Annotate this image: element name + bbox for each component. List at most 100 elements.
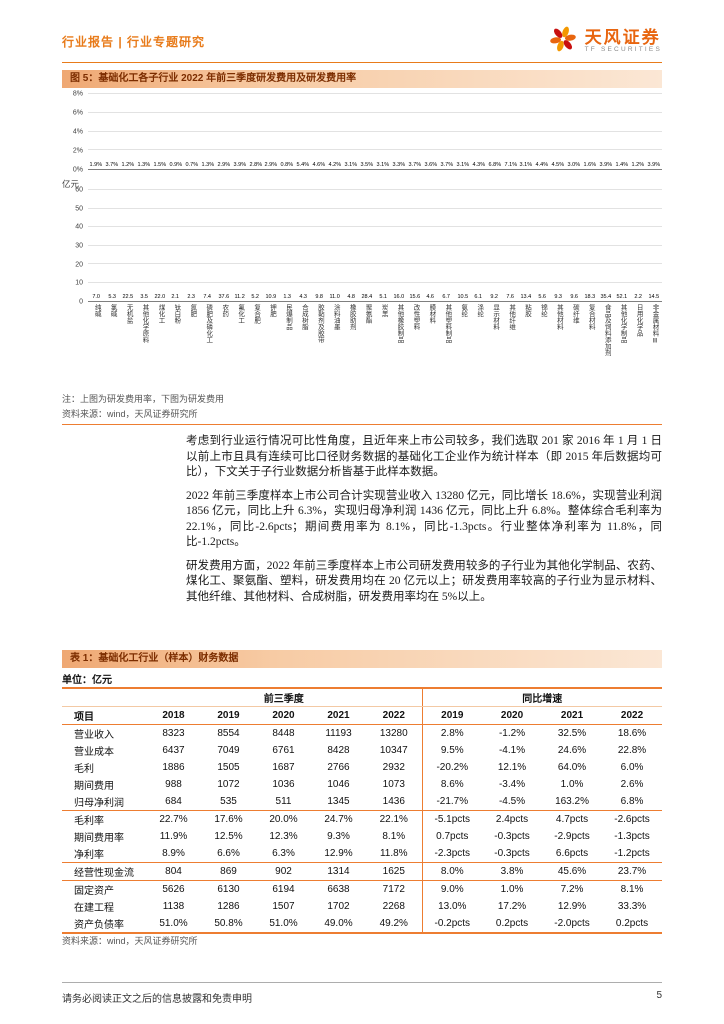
x-category-label: 膜材料 xyxy=(427,304,435,324)
bar: 9.6 xyxy=(566,294,582,301)
bar: 4.4% xyxy=(534,162,550,169)
gridline xyxy=(88,111,662,113)
bar: 9.2 xyxy=(486,294,502,301)
bar-data-label: 5.2 xyxy=(251,294,260,300)
bar-data-label: 5.3 xyxy=(108,294,116,300)
bar-data-label: 3.1% xyxy=(376,162,390,168)
gridline xyxy=(88,149,662,151)
table-cell: 13.0% xyxy=(438,901,467,912)
brand-name-cn: 天风证券 xyxy=(584,27,661,47)
bar-data-label: 7.1% xyxy=(504,162,517,168)
table-cell: 2932 xyxy=(366,759,423,776)
table-cell: 2766 xyxy=(327,762,350,773)
page-number: 5 xyxy=(656,990,662,1001)
table-cell: 8428 xyxy=(327,745,350,756)
x-category-label: 氮肥 xyxy=(188,304,196,317)
y-tick-label: 20 xyxy=(75,261,83,269)
bar: 3.9% xyxy=(646,162,662,169)
y-tick-label: 8% xyxy=(72,90,83,98)
y-tick-label: 50 xyxy=(75,205,83,213)
table-cell: -4.5% xyxy=(482,793,543,811)
bar: 4.3% xyxy=(471,162,487,169)
bar-data-label: 14.5 xyxy=(648,294,660,300)
table-cell: 163.2% xyxy=(542,793,603,811)
table-cell: 50.8% xyxy=(201,915,256,934)
bar-data-label: 3.5 xyxy=(139,294,148,300)
table-cell: 2.4pcts xyxy=(495,814,529,825)
table-row: 净利率 8.9% 6.6% 6.3% 12.9% 11.8% -2.3pcts -0.3pct… xyxy=(62,845,663,863)
table-cell: 869 xyxy=(201,862,256,881)
x-category-label: 氯碱 xyxy=(109,304,117,317)
paragraph-sample-selection: 考虑到行业运行情况可比性角度，且近年来上市公司较多，我们选取 201 家 201… xyxy=(186,435,662,478)
x-category-label: 食品及饲料添加剂 xyxy=(603,304,611,356)
bar-data-label: 4.2% xyxy=(328,162,342,168)
bar: 37.6 xyxy=(216,294,232,301)
y-tick-label: 0% xyxy=(72,166,83,174)
bar: 3.9% xyxy=(598,162,614,169)
table-cell: 684 xyxy=(146,793,201,811)
bar: 10.5 xyxy=(455,294,471,301)
bar-data-label: 4.3% xyxy=(472,162,485,168)
table-cell: 902 xyxy=(256,862,311,881)
table-cell: -2.3pcts xyxy=(422,845,483,863)
bar-data-label: 3.1% xyxy=(456,162,469,168)
x-category-label: 涤纶 xyxy=(475,304,483,317)
table-column-header: 2019 xyxy=(422,706,483,725)
bar-data-label: 2.3 xyxy=(187,294,196,300)
footer-divider xyxy=(62,982,662,983)
bar: 3.1% xyxy=(375,162,391,169)
bar: 7.4 xyxy=(200,294,216,301)
bar-data-label: 3.0% xyxy=(567,162,581,168)
x-category-label: 涂料油墨 xyxy=(332,304,340,330)
y-tick-label: 40 xyxy=(75,223,83,231)
table-cell: 1072 xyxy=(217,779,240,790)
bar-data-label: 0.9% xyxy=(169,162,182,168)
bar: 1.6% xyxy=(582,162,598,169)
bar: 3.9% xyxy=(231,162,247,169)
table-row: 期间费用 988 1072 1036 1046 1073 8.6% -3.4% 1.0% 2.6% xyxy=(62,776,662,793)
bar-data-label: 1.6% xyxy=(583,162,597,168)
table-cell: 8554 xyxy=(217,728,240,739)
paragraph-rnd-summary: 研发费用方面，2022 年前三季度样本上市公司研发费用较多的子行业为其他化学制品… xyxy=(186,559,662,603)
table-cell: -4.1% xyxy=(498,745,526,756)
table-cell: 8.1% xyxy=(620,884,644,895)
bar-data-label: 13.4 xyxy=(520,294,532,300)
bar: 3.3% xyxy=(391,162,407,169)
table-cell: -2.6pcts xyxy=(614,814,650,825)
rnd-expense-rate-chart: 0% 2% 4% 6% 8% 1.9% 3.7% 1.2% 1.3% 1.5% 0.9% 0.7% 1… xyxy=(62,90,662,174)
bar-data-label: 4.6 xyxy=(426,294,435,300)
gridline xyxy=(88,281,662,283)
bar: 3.7% xyxy=(104,162,120,169)
table-cell: 0.7pcts xyxy=(436,831,469,842)
bar: 4.6% xyxy=(311,162,327,169)
table-cell: -3.4% xyxy=(498,779,526,790)
bar-data-label: 1.9% xyxy=(89,162,103,168)
table-group-header: 前三季度 xyxy=(146,687,423,707)
breadcrumb: 行业报告 | 行业专题研究 xyxy=(62,34,206,49)
bar-data-label: 22.0 xyxy=(154,294,166,300)
y-tick-label: 4% xyxy=(72,128,83,136)
table-cell: 8448 xyxy=(272,728,295,739)
brand-name-en: TF SECURITIES xyxy=(584,45,662,53)
table-cell: 6761 xyxy=(272,745,295,756)
table-cell: -5.1pcts xyxy=(434,814,471,825)
bar-data-label: 5.1 xyxy=(379,294,387,300)
x-category-label: 纯碱 xyxy=(93,304,101,317)
table-cell: -2.9pcts xyxy=(554,831,590,842)
table-cell: 3.8% xyxy=(482,862,543,881)
table-cell: 8.1% xyxy=(366,828,423,845)
table-cell: 22.8% xyxy=(617,745,647,756)
header-divider xyxy=(62,62,662,63)
table-cell: 1702 xyxy=(327,901,350,912)
table-cell: 10347 xyxy=(366,742,423,759)
table-cell: 1286 xyxy=(217,901,240,912)
table-cell: 988 xyxy=(165,779,182,790)
table-cell: 24.6% xyxy=(557,745,587,756)
bar-data-label: 6.7 xyxy=(442,294,451,300)
table-cell: 7.2% xyxy=(560,884,584,895)
bar: 35.4 xyxy=(598,294,614,301)
rate-chart-y-axis: 0% 2% 4% 6% 8% xyxy=(62,90,88,174)
bar-data-label: 3.7% xyxy=(408,162,422,168)
bar-data-label: 2.9% xyxy=(217,162,230,168)
x-category-label: 胶黏剂及胶带 xyxy=(316,304,324,343)
